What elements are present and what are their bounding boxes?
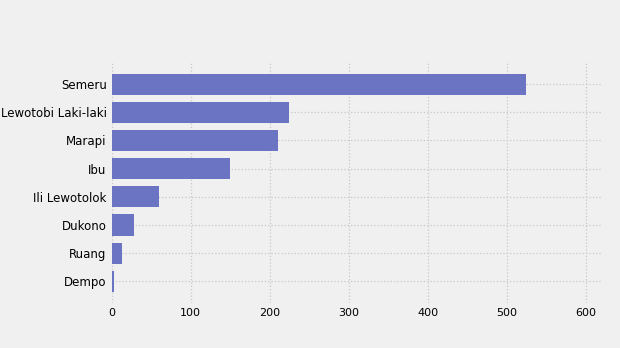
Bar (112, 102, 290, 123)
Bar (112, 214, 134, 236)
Bar (112, 158, 230, 179)
Bar (112, 73, 526, 95)
Bar (112, 186, 159, 207)
Bar (112, 243, 122, 264)
Bar (112, 130, 278, 151)
Bar (112, 271, 114, 292)
